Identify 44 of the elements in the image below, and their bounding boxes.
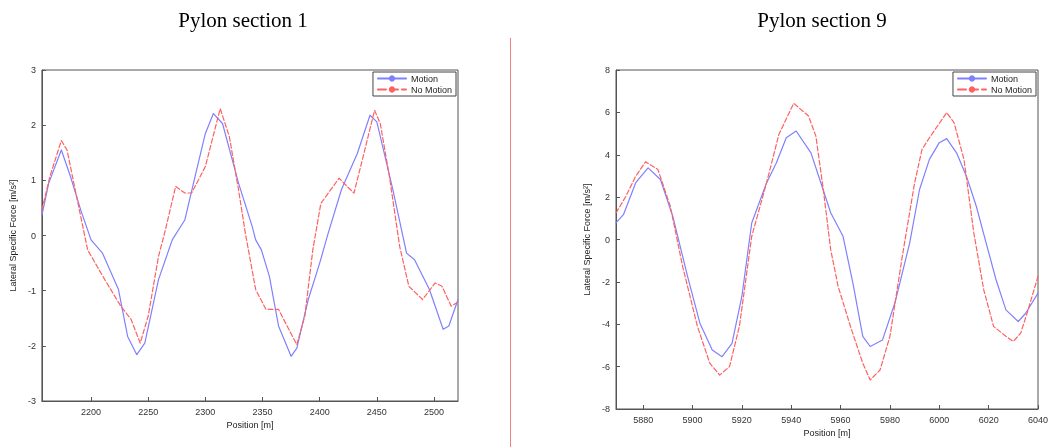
chart-title: Pylon section 1 [178, 7, 308, 32]
y-tick-label: 8 [604, 65, 610, 75]
legend-label: Motion [410, 73, 438, 84]
y-tick-label: -1 [27, 285, 36, 296]
line-series [615, 102, 1039, 381]
legend-label: No Motion [990, 84, 1033, 95]
x-tick-label: 5900 [682, 414, 703, 425]
x-tick-label: 6000 [929, 414, 950, 425]
y-tick-label: -4 [601, 319, 610, 330]
x-tick-label: 5940 [781, 414, 802, 425]
legend-label: No Motion [410, 84, 453, 95]
y-tick-label: 1 [30, 175, 36, 186]
legend-label: Motion [990, 73, 1018, 84]
y-tick-label: -8 [601, 404, 610, 414]
y-axis-title: Lateral Specific Force [m/s²] [581, 183, 592, 296]
x-axis-title: Position [m] [226, 420, 274, 431]
y-tick-label: 6 [604, 107, 610, 118]
line-series [615, 130, 1039, 358]
y-tick-label: -3 [27, 396, 36, 406]
y-tick-label: -2 [601, 276, 610, 287]
y-tick-label: 2 [604, 192, 610, 203]
y-tick-label: 0 [604, 234, 610, 245]
x-tick-label: 5880 [633, 414, 654, 425]
y-tick-label: -6 [601, 361, 610, 372]
x-tick-label: 2500 [423, 406, 445, 417]
x-tick-label: 2300 [195, 406, 216, 417]
x-tick-label: 5960 [830, 414, 851, 425]
y-tick-label: 2 [30, 120, 36, 131]
x-tick-label: 5920 [731, 414, 752, 425]
x-tick-label: 2350 [252, 406, 273, 417]
y-tick-label: 3 [30, 65, 36, 75]
y-tick-label: -2 [27, 340, 36, 351]
x-tick-label: 2200 [81, 406, 102, 417]
y-tick-label: 0 [30, 230, 36, 241]
x-tick-label: 6020 [978, 414, 999, 425]
x-tick-label: 2450 [366, 406, 387, 417]
x-tick-label: 5980 [879, 414, 900, 425]
x-axis-title: Position [m] [803, 428, 851, 439]
y-axis-title: Lateral Specific Force [m/s²] [7, 179, 18, 292]
x-tick-label: 2250 [138, 406, 159, 417]
chart-title: Pylon section 9 [757, 7, 887, 32]
y-tick-label: 4 [604, 149, 610, 160]
x-tick-label: 2400 [309, 406, 330, 417]
x-tick-label: 6040 [1027, 414, 1049, 425]
